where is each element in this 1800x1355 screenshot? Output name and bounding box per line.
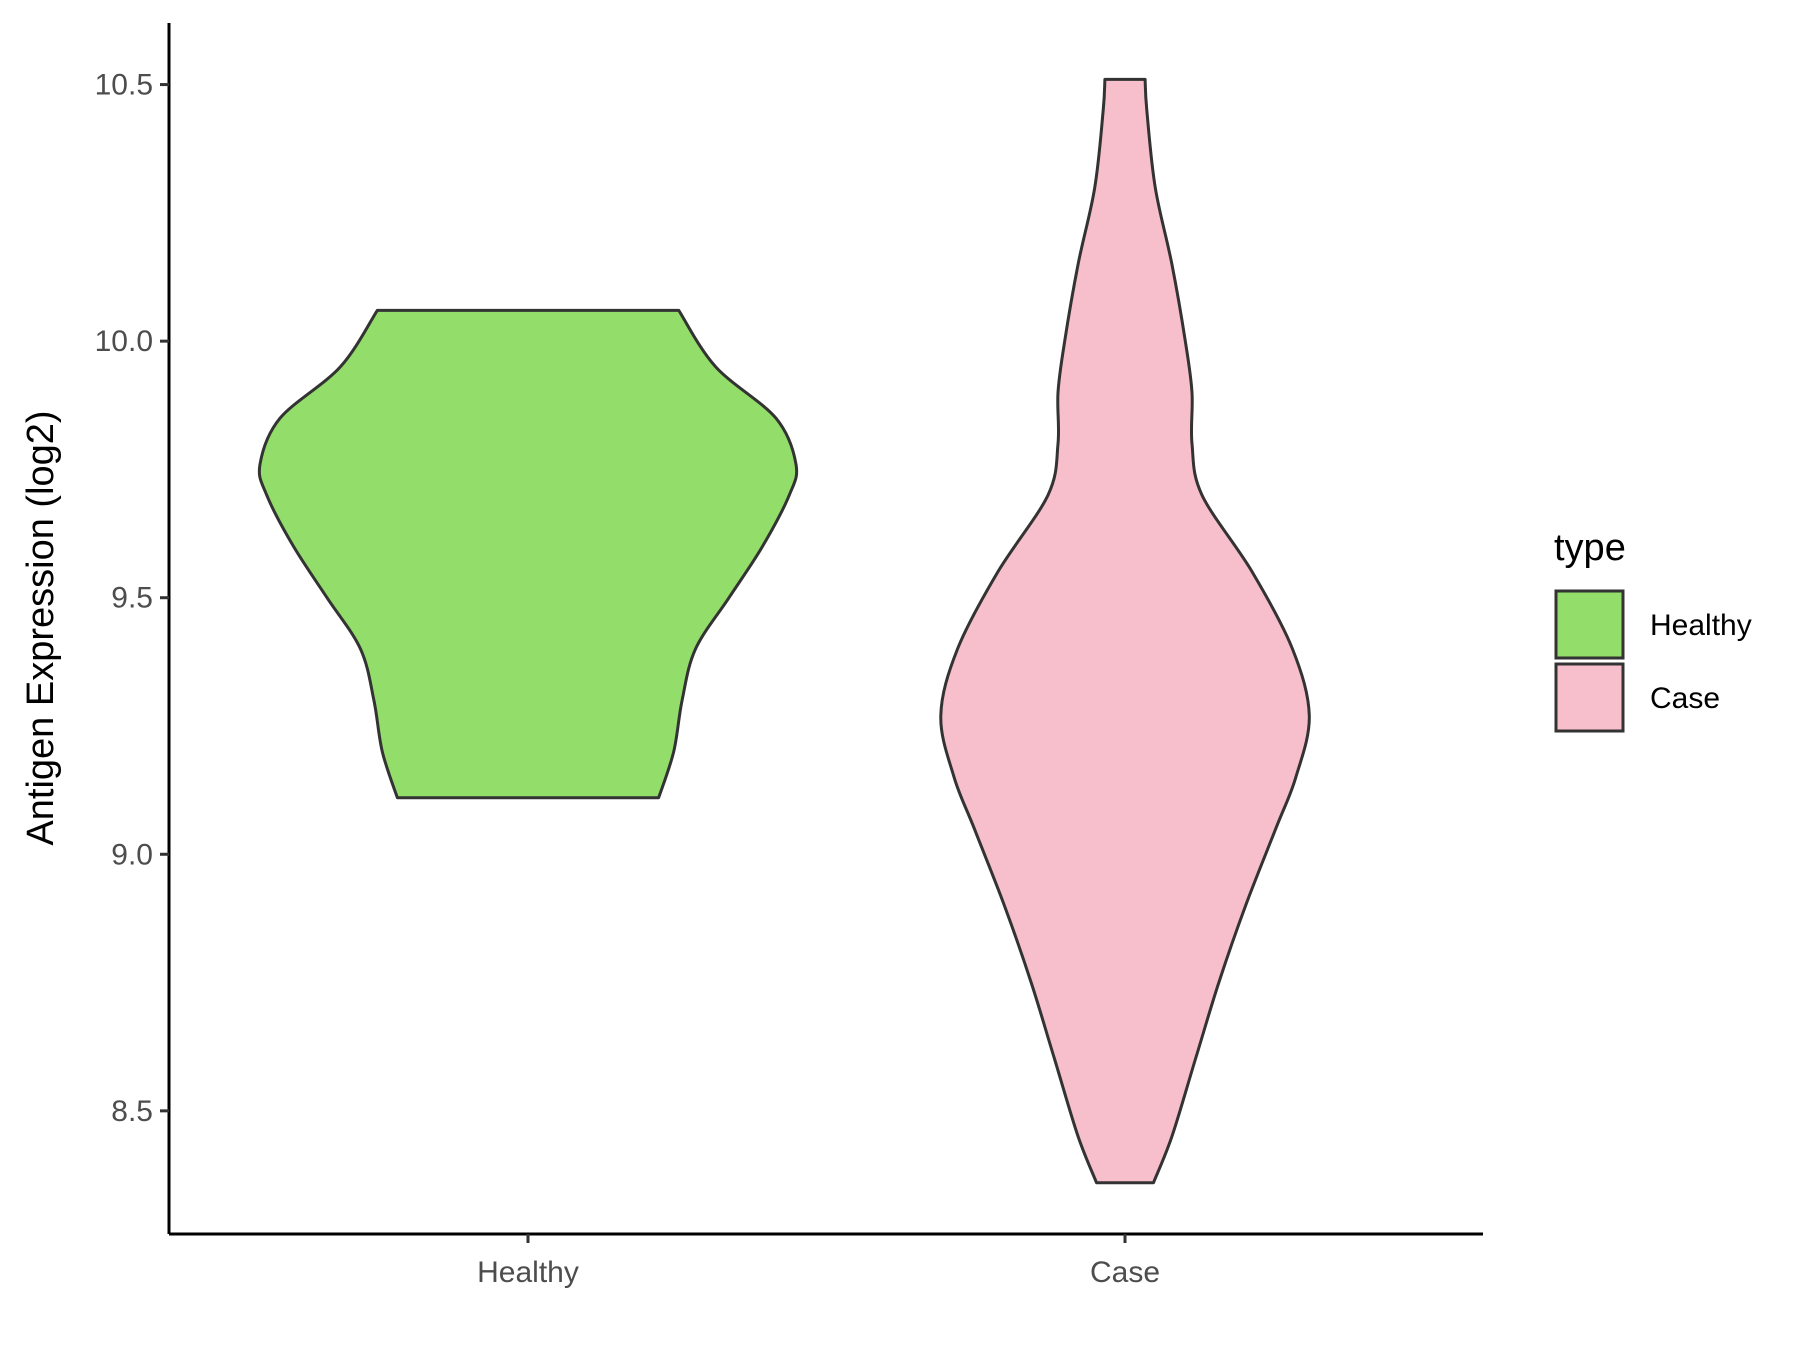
y-tick-label: 10.0	[95, 325, 153, 358]
y-axis-ticks: 8.5 9.0 9.5 10.0 10.5	[95, 69, 169, 1128]
x-tick-label: Healthy	[477, 1256, 579, 1289]
legend-swatch-healthy	[1554, 589, 1625, 660]
legend-title: type	[1554, 527, 1626, 569]
legend-label-healthy: Healthy	[1650, 609, 1752, 642]
violin-layer	[257, 77, 1311, 1185]
violin-case	[939, 77, 1311, 1185]
y-tick-label: 10.5	[95, 69, 153, 102]
x-axis-ticks: Healthy Case	[477, 1234, 1160, 1289]
y-tick-label: 9.0	[111, 838, 153, 871]
legend: type Healthy Case	[1554, 527, 1752, 733]
y-tick-label: 9.5	[111, 582, 153, 615]
violin-healthy	[257, 308, 799, 800]
legend-label-case: Case	[1650, 682, 1720, 715]
x-tick-label: Case	[1090, 1256, 1160, 1289]
legend-items: Healthy Case	[1554, 589, 1752, 733]
legend-swatch-case	[1554, 662, 1625, 733]
y-axis-title: Antigen Expression (log2)	[20, 410, 62, 845]
y-tick-label: 8.5	[111, 1095, 153, 1128]
